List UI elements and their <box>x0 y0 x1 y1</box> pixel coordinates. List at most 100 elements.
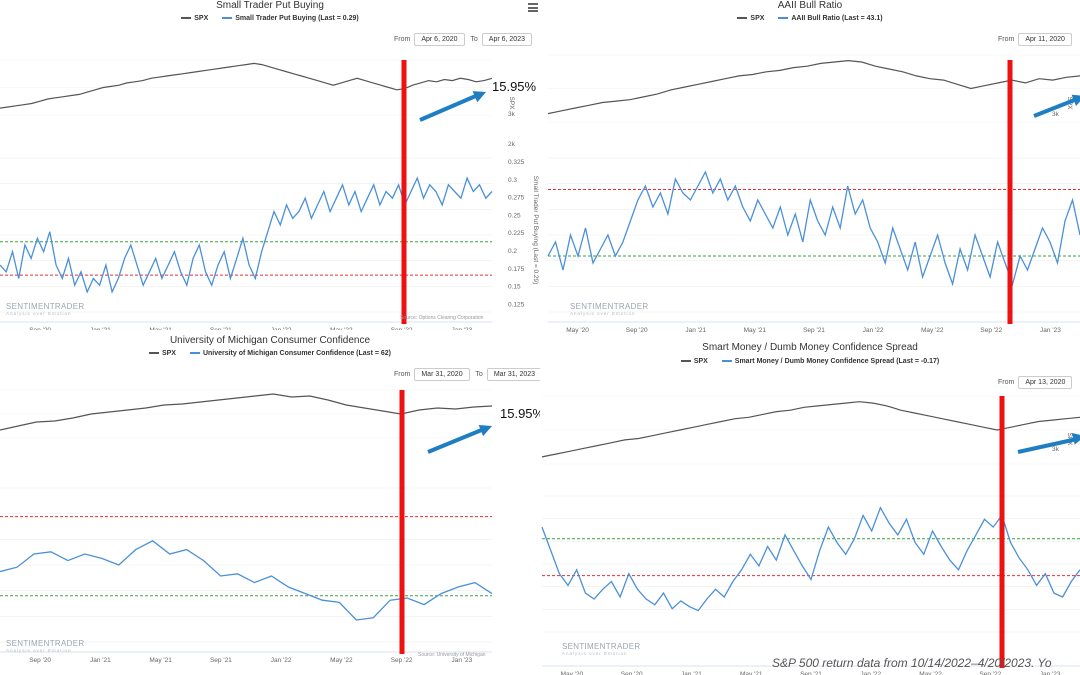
legend-item-spx[interactable]: SPX <box>148 350 176 357</box>
x-tick-label: May '22 <box>921 327 944 334</box>
date-range-picker: From Mar 31, 2020 To Mar 31, 2023 <box>394 368 540 381</box>
legend-item-series[interactable]: AAII Bull Ratio (Last = 43.1) <box>778 15 883 22</box>
return-annotation: 15.95% <box>500 406 540 421</box>
trend-arrow-shaft <box>1017 437 1078 454</box>
range-from-input[interactable]: Apr 6, 2020 <box>414 33 465 46</box>
legend-item-spx[interactable]: SPX <box>680 358 708 365</box>
chart-legend: SPX Small Trader Put Buying (Last = 0.29… <box>0 15 540 22</box>
y-right-tick-label: 0.2 <box>508 248 517 255</box>
hamburger-menu-icon[interactable] <box>528 3 538 12</box>
trend-arrow-head <box>472 91 486 103</box>
x-tick-label: May '21 <box>149 657 172 664</box>
x-tick-label: May '21 <box>744 327 767 334</box>
x-tick-label: Sep '21 <box>803 327 825 334</box>
spx-series-line <box>0 62 493 109</box>
sentiment-series-line <box>0 540 493 621</box>
sentiment-series-line <box>0 176 493 294</box>
y-right-tick-label: 0.175 <box>508 266 525 273</box>
x-tick-label: Jan '22 <box>271 657 292 664</box>
sentimentrader-logo: SENTIMENTRADER Analysis over Emotion <box>570 302 649 316</box>
x-tick-label: Jan '22 <box>860 671 881 675</box>
x-tick-label: May '21 <box>740 671 763 675</box>
date-range-picker: From Apr 11, 2020 <box>998 33 1076 46</box>
spx-series-line <box>541 401 1080 458</box>
y-spx-tick-label: 3k <box>1052 111 1060 118</box>
x-tick-label: Jan '21 <box>681 671 702 675</box>
chart-legend: SPX University of Michigan Consumer Conf… <box>0 350 540 357</box>
legend-item-series[interactable]: University of Michigan Consumer Confiden… <box>189 350 391 357</box>
x-tick-label: Sep '21 <box>800 671 822 675</box>
chart-legend: SPX AAII Bull Ratio (Last = 43.1) <box>540 15 1080 22</box>
y-spx-tick-label: 3k <box>508 111 516 118</box>
legend-item-series[interactable]: Smart Money / Dumb Money Confidence Spre… <box>721 358 939 365</box>
x-tick-label: Sep '21 <box>210 657 232 664</box>
footnote: S&P 500 return data from 10/14/2022–4/20… <box>772 656 1052 670</box>
trend-arrow-shaft <box>419 93 479 122</box>
range-from-input[interactable]: Apr 13, 2020 <box>1018 376 1073 389</box>
x-tick-label: Jan '23 <box>1040 327 1061 334</box>
y-spx-tick-label: 3k <box>1052 446 1060 453</box>
y-right-axis-label: Small Trader Put Buying (Last = 0.29) <box>532 176 539 285</box>
legend-item-spx[interactable]: SPX <box>181 15 208 22</box>
x-tick-label: Jan '22 <box>863 327 884 334</box>
y-right-tick-label: 0.275 <box>508 195 525 202</box>
x-tick-label: May '22 <box>330 657 353 664</box>
chart-legend: SPX Smart Money / Dumb Money Confidence … <box>540 358 1080 365</box>
chart-plot: May '20 Sep '20 Jan '21 May '21 Sep '21 Jan '… <box>547 54 1080 334</box>
return-annotation: 15.95% <box>492 79 537 94</box>
sentiment-series-line <box>547 170 1080 287</box>
chart-plot: May '20 Sep '20 Jan '21 May '21 Sep '21 Jan '… <box>541 395 1080 675</box>
x-tick-label: May '22 <box>919 671 942 675</box>
x-tick-label: Sep '20 <box>29 657 51 664</box>
chart-title: University of Michigan Consumer Confiden… <box>169 335 371 346</box>
y-right-tick-label: 0.3 <box>508 177 517 184</box>
legend-item-series[interactable]: Small Trader Put Buying (Last = 0.29) <box>222 15 359 22</box>
date-range-picker: From Apr 6, 2020 To Apr 6, 2023 <box>394 33 536 46</box>
chart-title: Smart Money / Dumb Money Confidence Spre… <box>702 342 918 353</box>
spx-series-line <box>0 393 493 431</box>
y-spx-axis-label: SPX <box>508 96 515 110</box>
y-right-tick-label: 0.325 <box>508 159 525 166</box>
trend-arrow-head <box>1071 94 1080 106</box>
chart-panel-small-trader: Small Trader Put Buying SPX Small Trader… <box>0 0 540 340</box>
x-tick-label: Sep '20 <box>626 327 648 334</box>
range-from-input[interactable]: Mar 31, 2020 <box>414 368 470 381</box>
x-tick-label: Sep '22 <box>979 671 1001 675</box>
sentiment-series-line <box>541 506 1080 612</box>
chart-title: AAII Bull Ratio <box>777 0 843 11</box>
x-tick-label: Jan '23 <box>1040 671 1061 675</box>
chart-panel-aaii: AAII Bull Ratio SPX AAII Bull Ratio (Las… <box>540 0 1080 340</box>
chart-plot: Sep '20 Jan '21 May '21 Sep '21 Jan '22 May '… <box>0 389 493 664</box>
x-tick-label: May '20 <box>566 327 589 334</box>
range-from-input[interactable]: Apr 11, 2020 <box>1018 33 1072 46</box>
x-tick-label: Jan '21 <box>685 327 706 334</box>
x-tick-label: May '20 <box>561 671 584 675</box>
y-right-tick-label: 0.25 <box>508 212 521 219</box>
y-right-tick-label: 0.15 <box>508 284 521 291</box>
trend-arrow-head <box>1071 432 1080 445</box>
source-note: Source: University of Michigan <box>418 652 486 658</box>
y-right-tick-label: 0.125 <box>508 301 525 308</box>
chart-panel-umich: University of Michigan Consumer Confiden… <box>0 330 540 675</box>
range-to-input[interactable]: Apr 6, 2023 <box>481 33 532 46</box>
range-to-input[interactable]: Mar 31, 2023 <box>486 368 540 381</box>
y-right-tick-label: 0.225 <box>508 230 525 237</box>
source-note: Source: Options Clearing Corporation <box>400 315 484 321</box>
trend-arrow-head <box>478 424 492 437</box>
x-tick-label: Sep '22 <box>391 657 413 664</box>
x-tick-label: Jan '23 <box>451 657 472 664</box>
legend-item-spx[interactable]: SPX <box>737 15 764 22</box>
sentimentrader-logo: SENTIMENTRADER Analysis over Emotion <box>562 642 641 656</box>
trend-arrow-shaft <box>1033 97 1078 118</box>
date-range-picker: From Apr 13, 2020 <box>998 376 1076 389</box>
x-tick-label: Jan '21 <box>90 657 111 664</box>
spx-series-line <box>547 59 1080 115</box>
sentimentrader-logo: SENTIMENTRADER Analysis over Emotion <box>6 639 85 653</box>
sentimentrader-logo: SENTIMENTRADER Analysis over Emotion <box>6 302 85 316</box>
x-tick-label: Sep '22 <box>980 327 1002 334</box>
y-spx-tick-label: 2k <box>508 141 516 148</box>
x-tick-label: Sep '20 <box>621 671 643 675</box>
chart-panel-smart-dumb: Smart Money / Dumb Money Confidence Spre… <box>540 336 1080 675</box>
trend-arrow-shaft <box>427 427 485 454</box>
